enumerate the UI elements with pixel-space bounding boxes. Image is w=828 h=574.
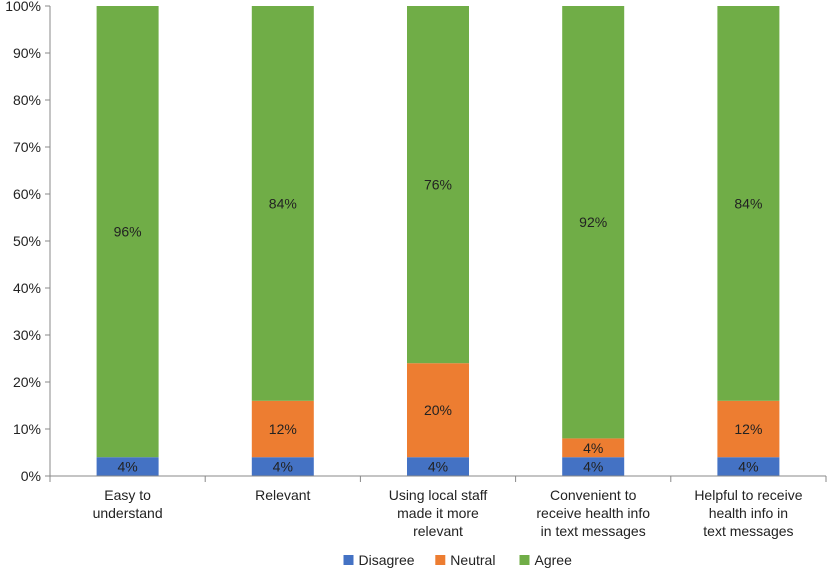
legend-item-neutral: Neutral [435, 552, 495, 568]
y-tick-label: 40% [13, 280, 41, 296]
data-label-disagree-2: 4% [273, 459, 293, 475]
data-label-disagree-1: 4% [117, 459, 137, 475]
y-tick-label: 90% [13, 45, 41, 61]
bar-segment-agree-3 [407, 6, 469, 364]
legend-item-agree: Agree [519, 552, 573, 568]
bar-segment-disagree-2 [251, 457, 314, 476]
y-tick-label: 10% [13, 421, 41, 437]
y-tick-label: 80% [13, 92, 41, 108]
y-tick-label: 60% [13, 186, 41, 202]
legend-swatch-neutral [435, 555, 446, 565]
data-label-neutral-3: 20% [424, 402, 452, 418]
data-label-neutral-5: 12% [734, 421, 762, 437]
legend-swatch-agree [519, 555, 530, 565]
legend-label-disagree: Disagree [359, 552, 415, 568]
y-tick-label: 30% [13, 327, 41, 343]
data-labels-group: 4% 96% 4% 12% 84% 4% 20% 76% 4% 4% 92% 4% 12% 84% [114, 177, 763, 475]
legend-label-neutral: Neutral [450, 552, 495, 568]
y-tick-label: 50% [13, 233, 41, 249]
bar-segment-agree-1 [96, 6, 159, 458]
legend: Disagree Neutral Agree [343, 552, 573, 568]
axes-group: 0% 10% 20% 30% 40% 50% 60% 70% 80% 90% 100% Easy to… [5, 0, 827, 539]
x-tick-label-4: Convenient to receive health info in text … [536, 487, 650, 539]
bar-segment-neutral-2 [251, 400, 314, 458]
data-label-disagree-5: 4% [738, 459, 758, 475]
data-label-agree-1: 96% [114, 224, 142, 240]
x-tick-label-3: Using local staff made it more relevant [389, 487, 488, 539]
bar-segment-disagree-4 [562, 457, 625, 476]
bar-segment-agree-4 [562, 6, 625, 439]
data-label-disagree-3: 4% [428, 459, 448, 475]
bar-segment-neutral-5 [717, 400, 780, 458]
y-tick-label: 70% [13, 139, 41, 155]
legend-item-disagree: Disagree [343, 552, 415, 568]
data-label-agree-4: 92% [579, 214, 607, 230]
data-label-agree-3: 76% [424, 177, 452, 193]
bars-group [96, 6, 780, 476]
data-label-agree-2: 84% [269, 195, 297, 211]
bar-segment-neutral-3 [407, 363, 469, 458]
y-tick-label: 100% [5, 0, 41, 14]
legend-swatch-disagree [343, 555, 354, 565]
y-tick-label: 20% [13, 374, 41, 390]
data-label-disagree-4: 4% [583, 459, 603, 475]
x-tick-label-5: Helpful to receive health info in text mes… [694, 487, 802, 539]
bar-segment-neutral-4 [562, 438, 625, 458]
legend-label-agree: Agree [535, 552, 573, 568]
bar-segment-disagree-5 [717, 457, 780, 476]
data-label-neutral-4: 4% [583, 440, 603, 456]
x-tick-label-1: Easy to understand [93, 487, 163, 521]
data-label-neutral-2: 12% [269, 421, 297, 437]
x-tick-label-2: Relevant [255, 487, 310, 503]
bar-segment-disagree-1 [96, 457, 159, 476]
bar-segment-disagree-3 [407, 457, 469, 476]
y-tick-label: 0% [21, 468, 41, 484]
bar-segment-agree-2 [251, 6, 314, 401]
data-label-agree-5: 84% [734, 195, 762, 211]
bar-segment-agree-5 [717, 6, 780, 401]
